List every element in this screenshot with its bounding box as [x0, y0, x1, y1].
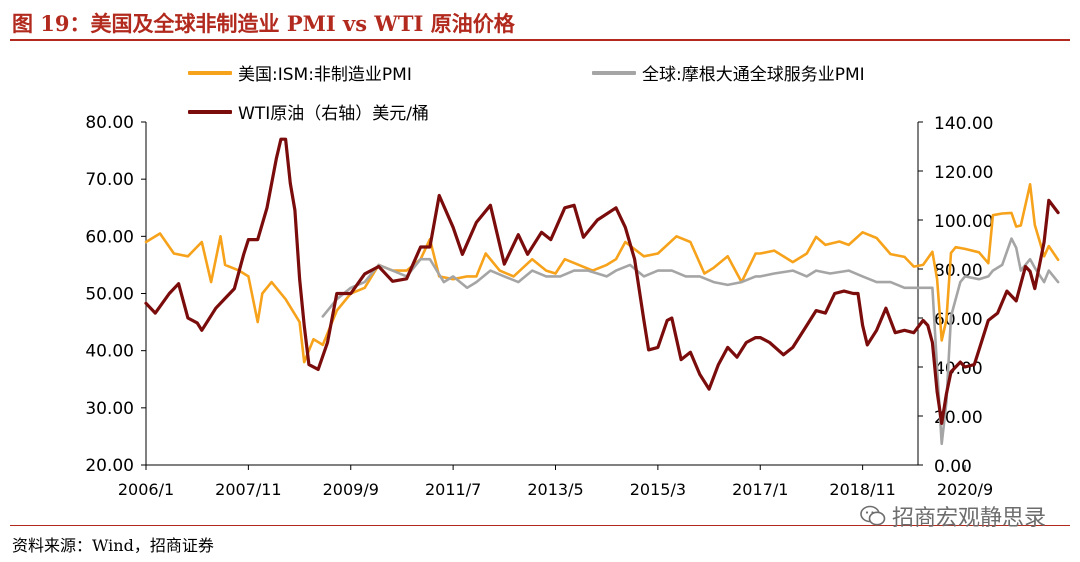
series-line-0 [144, 183, 1060, 364]
series-line-2 [144, 137, 1060, 425]
watermark: 招商宏观静思录 [860, 500, 1046, 532]
right-tick-label: 120.00 [934, 163, 993, 183]
chart-axes: 20.00 30.00 40.00 50.00 60.00 70.00 80.00 0.00 2… [85, 113, 993, 499]
source-note: 资料来源：Wind，招商证券 [12, 536, 214, 555]
watermark-text: 招商宏观静思录 [891, 506, 1046, 531]
legend-swatch-wti [188, 109, 232, 114]
legend-label-global-pmi: 全球:摩根大通全球服务业PMI [642, 65, 865, 85]
wechat-icon [860, 505, 886, 526]
legend-swatch-us-pmi [188, 70, 232, 75]
left-tick-label: 40.00 [85, 342, 134, 362]
title-rule [10, 39, 1070, 41]
chart-series [144, 137, 1060, 446]
left-tick-label: 80.00 [85, 113, 134, 133]
x-tick-label: 2018/11 [829, 480, 895, 499]
left-tick-label: 50.00 [85, 285, 134, 305]
x-tick-label: 2015/3 [630, 480, 686, 499]
source-rule [10, 525, 1070, 526]
legend-label-wti: WTI原油（右轴）美元/桶 [238, 104, 429, 124]
legend-item-wti: WTI原油（右轴）美元/桶 [188, 99, 429, 124]
legend-swatch-global-pmi [592, 70, 636, 75]
series-line-1 [321, 237, 1060, 446]
x-tick-label: 2011/7 [425, 480, 481, 499]
left-tick-label: 20.00 [85, 456, 134, 476]
x-tick-label: 2009/9 [323, 480, 379, 499]
right-tick-label: 0.00 [934, 457, 972, 477]
x-tick-label: 2006/1 [118, 480, 174, 499]
x-tick-label: 2013/5 [527, 480, 583, 499]
x-tick-label: 2007/11 [215, 480, 281, 499]
right-tick-label: 80.00 [934, 261, 983, 281]
left-tick-label: 60.00 [85, 227, 134, 247]
right-tick-label: 100.00 [934, 212, 993, 232]
x-tick-label: 2017/1 [732, 480, 788, 499]
left-tick-label: 30.00 [85, 399, 134, 419]
legend-label-us-pmi: 美国:ISM:非制造业PMI [238, 65, 412, 85]
right-tick-label: 140.00 [934, 114, 993, 134]
legend-item-global-pmi: 全球:摩根大通全球服务业PMI [592, 60, 865, 85]
legend-item-us-pmi: 美国:ISM:非制造业PMI [188, 60, 412, 85]
figure-title: 图 19：美国及全球非制造业 PMI vs WTI 原油价格 [12, 11, 515, 36]
x-tick-label: 2020/9 [937, 480, 993, 499]
left-tick-label: 70.00 [85, 170, 134, 190]
